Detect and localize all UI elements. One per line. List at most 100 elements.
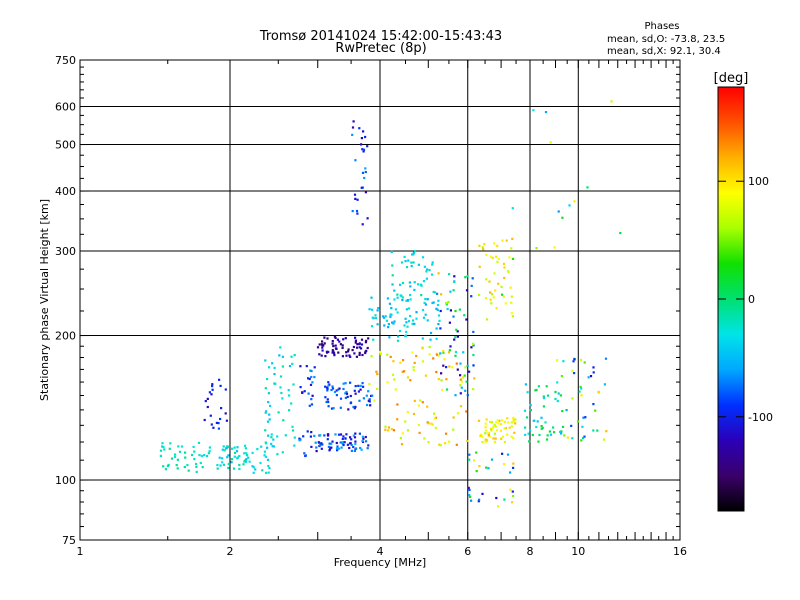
data-point <box>352 120 355 123</box>
data-point <box>449 309 452 312</box>
data-point <box>430 273 434 276</box>
data-point <box>349 436 352 439</box>
y-tick-label: 100 <box>55 474 76 487</box>
data-point <box>466 364 469 367</box>
data-point <box>500 285 503 288</box>
data-point <box>406 325 409 328</box>
data-point <box>437 354 440 357</box>
data-point <box>410 265 413 268</box>
data-point <box>452 416 455 419</box>
data-point <box>489 291 492 294</box>
data-point <box>493 432 496 435</box>
data-point <box>339 441 342 444</box>
data-point <box>267 434 270 437</box>
data-point <box>341 441 344 444</box>
data-point <box>364 191 367 194</box>
data-point <box>493 440 497 443</box>
grid <box>80 60 680 540</box>
data-point <box>540 425 543 428</box>
data-point <box>331 387 335 390</box>
data-point <box>387 429 390 432</box>
data-point <box>529 409 532 412</box>
y-tick-label: 600 <box>55 101 76 114</box>
data-point <box>409 379 412 382</box>
data-point <box>374 314 377 317</box>
data-point <box>325 386 329 389</box>
data-point <box>413 361 416 364</box>
data-point <box>162 465 165 468</box>
data-point <box>458 308 461 311</box>
data-point <box>354 341 357 344</box>
y-tick-label: 500 <box>55 139 76 152</box>
data-point <box>384 315 387 318</box>
data-point <box>488 280 491 283</box>
data-point <box>583 435 586 438</box>
data-point <box>508 256 511 259</box>
data-point <box>337 388 340 391</box>
data-point <box>526 391 529 394</box>
data-point <box>512 494 515 498</box>
data-point <box>437 314 441 317</box>
data-point <box>222 445 225 448</box>
data-point <box>223 449 226 452</box>
data-point <box>218 378 221 381</box>
data-point <box>308 377 311 381</box>
data-point <box>409 314 412 318</box>
data-point <box>433 412 436 415</box>
data-point <box>491 256 494 259</box>
data-point <box>565 409 568 412</box>
y-tick-label: 400 <box>55 185 76 198</box>
data-point <box>466 275 469 278</box>
data-point <box>495 429 498 432</box>
data-point <box>510 312 513 315</box>
data-point <box>503 266 506 269</box>
data-point <box>319 444 322 447</box>
data-point <box>602 438 606 441</box>
data-point <box>498 419 501 422</box>
data-point <box>452 289 455 292</box>
data-point <box>299 386 302 389</box>
data-point <box>401 281 405 285</box>
data-point <box>523 409 527 412</box>
data-point <box>481 246 484 249</box>
data-point <box>479 434 482 437</box>
data-point <box>389 315 392 318</box>
data-point <box>230 461 233 464</box>
data-point <box>352 345 355 349</box>
data-point <box>377 307 380 310</box>
data-point <box>533 419 536 422</box>
data-point <box>364 435 367 439</box>
data-point <box>487 434 490 437</box>
data-point <box>177 445 180 448</box>
data-point <box>324 355 327 358</box>
data-point <box>415 317 418 320</box>
data-point <box>529 404 532 407</box>
data-point <box>168 447 171 450</box>
data-point <box>310 403 314 406</box>
data-point <box>276 453 279 456</box>
data-point <box>176 467 179 470</box>
data-point <box>338 387 341 390</box>
data-point <box>439 444 442 447</box>
data-point <box>244 460 247 463</box>
data-point <box>225 446 228 450</box>
data-point <box>535 388 538 392</box>
data-point <box>204 400 207 403</box>
data-point <box>251 451 254 454</box>
data-point <box>379 352 382 356</box>
data-point <box>384 428 387 431</box>
data-point <box>327 445 330 448</box>
data-point <box>463 314 466 317</box>
data-point <box>211 383 214 386</box>
data-point <box>371 308 374 311</box>
data-point <box>358 399 361 402</box>
data-point <box>426 405 429 408</box>
data-point <box>503 420 506 423</box>
data-point <box>335 389 338 392</box>
data-point <box>405 308 408 311</box>
data-point <box>485 318 489 321</box>
data-point <box>434 426 437 429</box>
data-point <box>445 388 449 391</box>
data-points <box>159 100 622 508</box>
